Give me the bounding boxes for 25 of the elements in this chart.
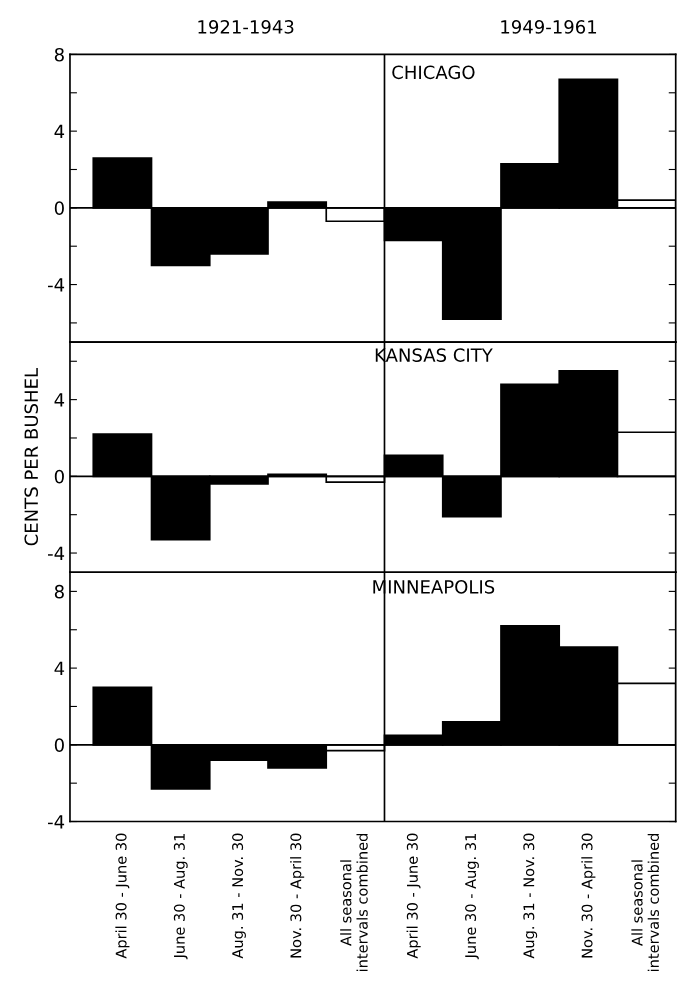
y-tick-label: 0 bbox=[54, 738, 64, 752]
x-tick-label: All seasonal intervals combined bbox=[340, 833, 368, 972]
text: 1949-1961 bbox=[501, 20, 597, 34]
x-tick-label: Aug. 31 - Nov. 30 bbox=[523, 833, 538, 959]
x-tick-label: Aug. 31 - Nov. 30 bbox=[232, 833, 246, 959]
y-tick-label: 0 bbox=[54, 201, 64, 215]
y-tick-label: 8 bbox=[54, 584, 64, 599]
x-tick-label: All seasonal intervals combined bbox=[631, 833, 659, 972]
y-tick-label: 8 bbox=[54, 47, 64, 62]
x-tick-label: Nov. 30 - April 30 bbox=[290, 833, 305, 958]
x-tick-label: April 30 - June 30 bbox=[406, 833, 421, 959]
y-tick-label: -4 bbox=[47, 546, 65, 560]
y-tick-label: 4 bbox=[54, 661, 65, 675]
x-tick-label: June 30 - Aug. 31 bbox=[465, 833, 479, 960]
chart-title: CHICAGO bbox=[392, 65, 475, 80]
y-tick-label: -4 bbox=[47, 278, 65, 292]
x-tick-label: Nov. 30 - April 30 bbox=[581, 833, 596, 958]
y-tick-label: 4 bbox=[54, 124, 65, 138]
y-tick-label: 0 bbox=[54, 469, 64, 484]
y-tick-label: -4 bbox=[47, 815, 65, 829]
y-tick-label: 4 bbox=[54, 393, 65, 407]
y-axis-title: CENTS PER BUSHEL bbox=[24, 368, 39, 546]
x-tick-label: April 30 - June 30 bbox=[115, 833, 130, 959]
text: 1921-1943 bbox=[198, 20, 294, 34]
x-tick-label: June 30 - Aug. 31 bbox=[173, 833, 188, 960]
